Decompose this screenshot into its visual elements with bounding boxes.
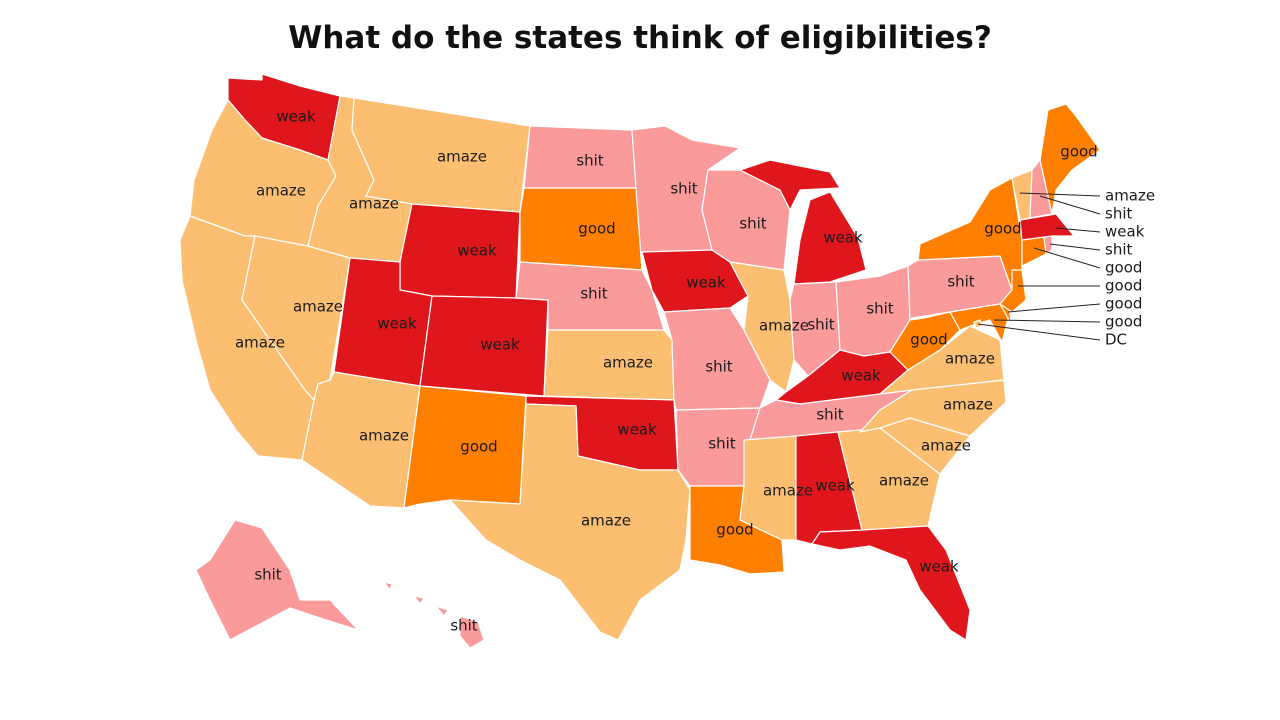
label-SD: good [578, 220, 615, 238]
leader-CT [1033, 247, 1101, 269]
map-title: What do the states think of eligibilitie… [288, 20, 992, 56]
label-TN: shit [816, 406, 843, 424]
label-FL: weak [919, 558, 959, 576]
leader-DC [977, 323, 1101, 341]
label-NC: amaze [943, 396, 993, 414]
label-CA: amaze [235, 334, 285, 352]
label-VA: amaze [945, 350, 995, 368]
label-ID: amaze [349, 195, 399, 213]
label-WY: weak [457, 242, 497, 260]
state-HI [383, 581, 485, 649]
label-AZ: amaze [359, 427, 409, 445]
label-MT: amaze [437, 148, 487, 166]
label-MI: weak [823, 229, 863, 247]
callout-NH: shit [1105, 205, 1132, 223]
label-IN: shit [807, 316, 834, 334]
label-WA: weak [276, 108, 316, 126]
leader-MA [1055, 227, 1101, 233]
leader-NH [1039, 195, 1101, 215]
callout-DC: DC [1105, 331, 1127, 349]
label-AR: shit [708, 435, 735, 453]
callout-NJ: good [1105, 277, 1142, 295]
label-OR: amaze [256, 182, 306, 200]
label-KS: amaze [603, 354, 653, 372]
callout-CT: good [1105, 259, 1142, 277]
state-ME [1039, 103, 1101, 215]
label-SC: amaze [921, 437, 971, 455]
callout-DE: good [1105, 295, 1142, 313]
label-MN: shit [670, 180, 697, 198]
label-WI: shit [739, 215, 766, 233]
callout-MA: weak [1105, 223, 1145, 241]
label-MS: amaze [763, 482, 813, 500]
state-AK [195, 519, 359, 641]
label-WV: good [910, 331, 947, 349]
label-PA: shit [947, 273, 974, 291]
callout-VT: amaze [1105, 187, 1155, 205]
label-KY: weak [841, 367, 881, 385]
label-OH: shit [866, 300, 893, 318]
label-GA: amaze [879, 472, 929, 490]
leader-DE [1007, 303, 1101, 313]
state-MA [1019, 213, 1075, 241]
label-CO: weak [480, 336, 520, 354]
state-NC [859, 379, 1007, 437]
label-ND: shit [576, 152, 603, 170]
label-IL: amaze [759, 317, 809, 335]
label-UT: weak [377, 315, 417, 333]
label-AK: shit [254, 566, 281, 584]
label-NE: shit [580, 285, 607, 303]
state-CO [419, 295, 549, 397]
leader-RI [1049, 243, 1101, 251]
state-NY [917, 177, 1023, 291]
state-AZ [301, 371, 421, 509]
label-MO: shit [705, 358, 732, 376]
label-HI: shit [450, 617, 477, 635]
label-LA: good [716, 521, 753, 539]
label-NM: good [460, 438, 497, 456]
label-OK: weak [617, 421, 657, 439]
leader-MD [993, 319, 1101, 323]
label-IA: weak [686, 274, 726, 292]
leader-VT [1019, 192, 1101, 197]
label-TX: amaze [581, 512, 631, 530]
label-NV: amaze [293, 298, 343, 316]
label-NY: good [984, 220, 1021, 238]
label-AL: weak [815, 477, 855, 495]
label-ME: good [1060, 143, 1097, 161]
state-TX [449, 403, 691, 641]
callout-RI: shit [1105, 241, 1132, 259]
callout-MD: good [1105, 313, 1142, 331]
state-FL [811, 525, 971, 641]
state-MI [739, 159, 867, 285]
